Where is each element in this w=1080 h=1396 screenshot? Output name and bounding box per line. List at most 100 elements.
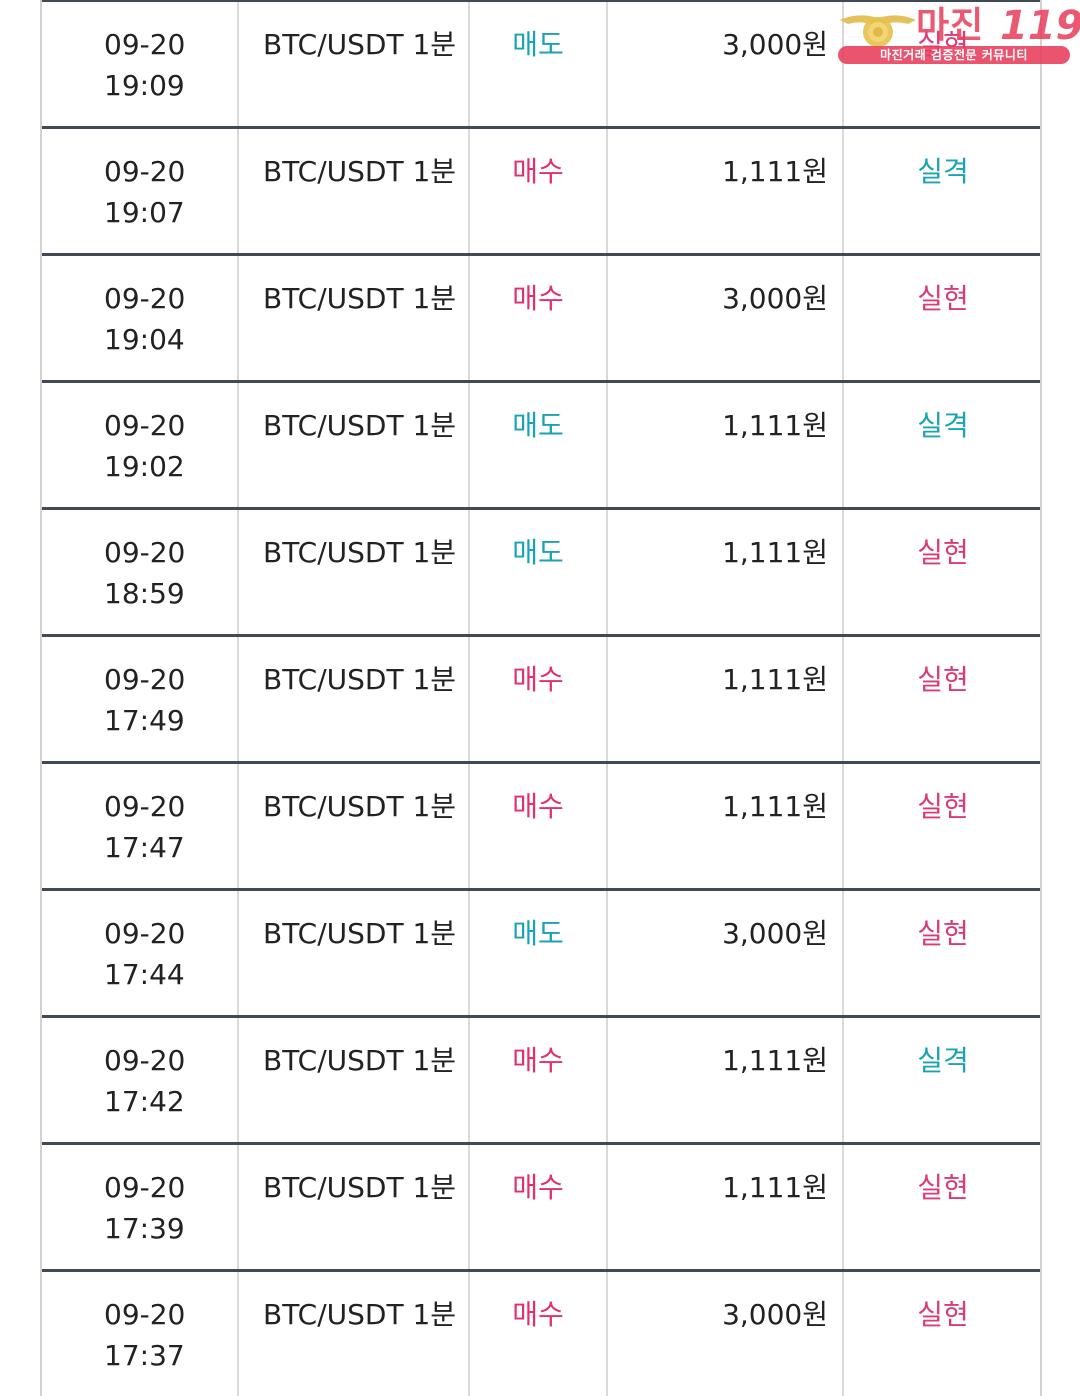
- trade-date: 09-20: [104, 409, 186, 442]
- trade-datetime-cell: 09-20 19:04: [42, 256, 239, 380]
- trade-time: 19:02: [104, 450, 185, 483]
- trade-side: 매도: [512, 536, 564, 569]
- trade-amount-cell: 1,111원: [608, 129, 844, 253]
- trade-side-cell: 매수: [470, 1272, 608, 1396]
- trade-row: 09-20 17:49 BTC/USDT 1분 매수 1,111원 실현: [42, 637, 1040, 764]
- trade-row: 09-20 18:59 BTC/USDT 1분 매도 1,111원 실현: [42, 510, 1040, 637]
- trade-date: 09-20: [104, 1044, 186, 1077]
- trade-date: 09-20: [104, 1298, 186, 1331]
- trade-pair-cell: BTC/USDT 1분: [239, 383, 470, 507]
- trade-side: 매수: [512, 1171, 564, 1204]
- trade-datetime-cell: 09-20 18:59: [42, 510, 239, 634]
- trade-side: 매도: [512, 28, 564, 61]
- trade-date: 09-20: [104, 1171, 186, 1204]
- trade-side-cell: 매수: [470, 129, 608, 253]
- trade-side: 매수: [512, 1044, 564, 1077]
- trade-result: 실현: [917, 790, 969, 823]
- trade-amount: 1,111원: [722, 663, 828, 696]
- trade-result-cell: 실현: [844, 1145, 1042, 1269]
- trade-result: 실현: [917, 282, 969, 315]
- trade-side-cell: 매수: [470, 637, 608, 761]
- trade-time: 19:04: [104, 323, 185, 356]
- trade-side: 매도: [512, 917, 564, 950]
- trade-pair-cell: BTC/USDT 1분: [239, 1018, 470, 1142]
- trade-amount: 3,000원: [722, 282, 828, 315]
- trade-pair: BTC/USDT 1분: [263, 1171, 457, 1204]
- trade-date: 09-20: [104, 663, 186, 696]
- trade-pair-cell: BTC/USDT 1분: [239, 2, 470, 126]
- trade-datetime-cell: 09-20 19:02: [42, 383, 239, 507]
- trade-time: 18:59: [104, 577, 185, 610]
- trade-row: 09-20 19:07 BTC/USDT 1분 매수 1,111원 실격: [42, 129, 1040, 256]
- trade-result-cell: 실현: [844, 256, 1042, 380]
- trade-time: 17:42: [104, 1085, 185, 1118]
- trade-result: 실현: [917, 1298, 969, 1331]
- trade-pair-cell: BTC/USDT 1분: [239, 1272, 470, 1396]
- trade-result: 실현: [917, 536, 969, 569]
- trade-amount: 3,000원: [722, 28, 828, 61]
- trade-pair: BTC/USDT 1분: [263, 409, 457, 442]
- trade-amount-cell: 3,000원: [608, 2, 844, 126]
- trade-side-cell: 매도: [470, 891, 608, 1015]
- trade-pair-cell: BTC/USDT 1분: [239, 256, 470, 380]
- trade-row: 09-20 17:42 BTC/USDT 1분 매수 1,111원 실격: [42, 1018, 1040, 1145]
- trade-row: 09-20 19:02 BTC/USDT 1분 매도 1,111원 실격: [42, 383, 1040, 510]
- trade-amount-cell: 1,111원: [608, 1018, 844, 1142]
- trade-datetime-cell: 09-20 17:39: [42, 1145, 239, 1269]
- trade-result: 실격: [917, 1044, 969, 1077]
- trade-datetime-cell: 09-20 17:49: [42, 637, 239, 761]
- trade-pair-cell: BTC/USDT 1분: [239, 637, 470, 761]
- watermark-title: 마진: [916, 5, 985, 46]
- trade-side-cell: 매도: [470, 510, 608, 634]
- trade-side-cell: 매수: [470, 1145, 608, 1269]
- trade-result-cell: 실격: [844, 1018, 1042, 1142]
- trade-row: 09-20 17:47 BTC/USDT 1분 매수 1,111원 실현: [42, 764, 1040, 891]
- trade-pair: BTC/USDT 1분: [263, 155, 457, 188]
- trade-date: 09-20: [104, 155, 186, 188]
- trade-pair: BTC/USDT 1분: [263, 1044, 457, 1077]
- trade-time: 17:47: [104, 831, 185, 864]
- trade-pair: BTC/USDT 1분: [263, 790, 457, 823]
- trade-side: 매수: [512, 155, 564, 188]
- trade-side: 매수: [512, 663, 564, 696]
- trade-amount: 1,111원: [722, 790, 828, 823]
- trade-amount: 1,111원: [722, 409, 828, 442]
- trade-amount-cell: 1,111원: [608, 764, 844, 888]
- trade-pair-cell: BTC/USDT 1분: [239, 891, 470, 1015]
- trade-amount: 3,000원: [722, 917, 828, 950]
- trade-pair-cell: BTC/USDT 1분: [239, 764, 470, 888]
- trade-side-cell: 매수: [470, 256, 608, 380]
- trade-datetime-cell: 09-20 17:42: [42, 1018, 239, 1142]
- trade-amount-cell: 1,111원: [608, 637, 844, 761]
- trade-date: 09-20: [104, 790, 186, 823]
- trade-time: 19:09: [104, 69, 185, 102]
- trade-side: 매도: [512, 409, 564, 442]
- trade-pair: BTC/USDT 1분: [263, 663, 457, 696]
- trade-side: 매수: [512, 790, 564, 823]
- trade-amount-cell: 1,111원: [608, 383, 844, 507]
- trade-result-cell: 실현: [844, 764, 1042, 888]
- trade-result: 실현: [917, 917, 969, 950]
- trade-pair: BTC/USDT 1분: [263, 917, 457, 950]
- trade-row: 09-20 17:44 BTC/USDT 1분 매도 3,000원 실현: [42, 891, 1040, 1018]
- trade-result-cell: 실현: [844, 1272, 1042, 1396]
- trade-side: 매수: [512, 1298, 564, 1331]
- trade-date: 09-20: [104, 917, 186, 950]
- trade-pair-cell: BTC/USDT 1분: [239, 1145, 470, 1269]
- trade-pair: BTC/USDT 1분: [263, 28, 457, 61]
- trade-pair-cell: BTC/USDT 1분: [239, 129, 470, 253]
- trade-result: 실현: [917, 1171, 969, 1204]
- trade-row: 09-20 19:04 BTC/USDT 1분 매수 3,000원 실현: [42, 256, 1040, 383]
- police-badge-icon: [840, 15, 916, 47]
- trade-amount: 3,000원: [722, 1298, 828, 1331]
- trade-amount: 1,111원: [722, 536, 828, 569]
- trade-date: 09-20: [104, 282, 186, 315]
- trade-side-cell: 매도: [470, 2, 608, 126]
- trade-time: 17:39: [104, 1212, 185, 1245]
- trade-result: 실현: [917, 663, 969, 696]
- trade-amount-cell: 3,000원: [608, 256, 844, 380]
- trade-row: 09-20 17:39 BTC/USDT 1분 매수 1,111원 실현: [42, 1145, 1040, 1272]
- trade-result-cell: 실격: [844, 129, 1042, 253]
- trade-side-cell: 매도: [470, 383, 608, 507]
